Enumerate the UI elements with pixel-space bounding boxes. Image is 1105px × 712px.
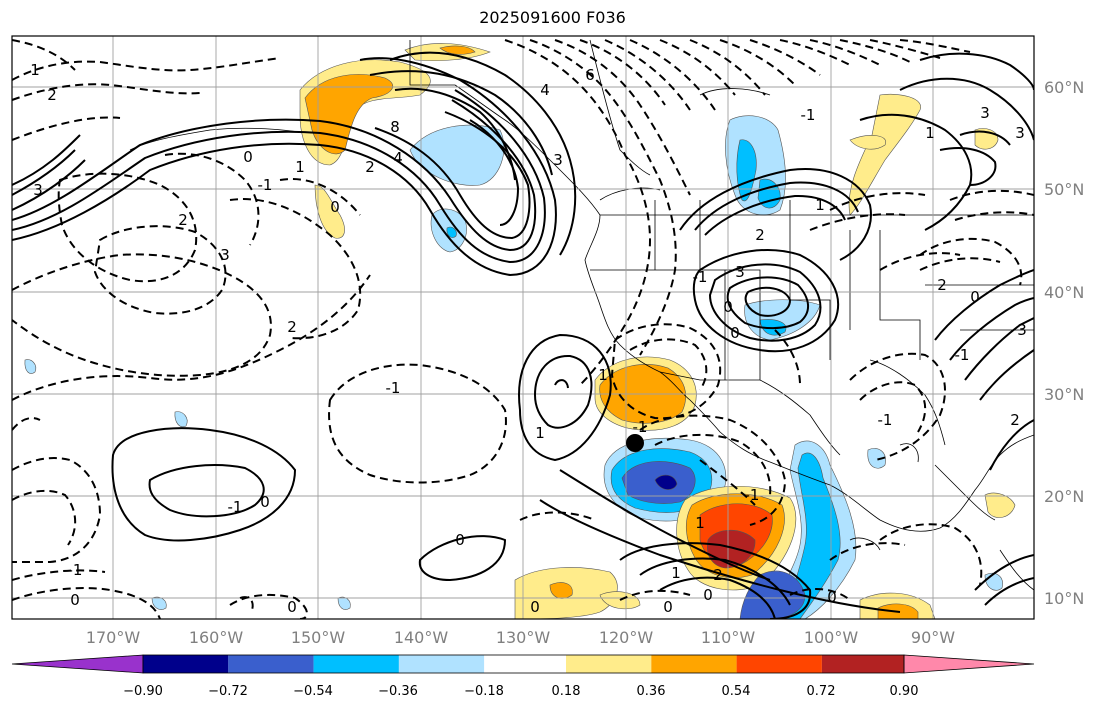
colorbar-tick-label: −0.72 xyxy=(208,684,248,699)
contour-label: 6 xyxy=(585,66,595,84)
colorbar-tick-label: 0.18 xyxy=(552,684,581,699)
colorbar-tick-label: 0.54 xyxy=(722,684,751,699)
colorbar-segment xyxy=(821,655,904,673)
contour-label: 0 xyxy=(530,598,540,616)
contour-label: 2 xyxy=(287,318,297,336)
contour-label: 0 xyxy=(70,591,80,609)
lon-label: 120°W xyxy=(599,628,654,647)
contour-label: -1 xyxy=(693,268,708,286)
colorbar-tick-label: −0.36 xyxy=(378,684,418,699)
latitude-labels: 60°N 50°N 40°N 30°N 20°N 10°N xyxy=(1044,78,1084,608)
colorbar-segment xyxy=(228,655,314,673)
contour-label: 3 xyxy=(1017,321,1027,339)
colorbar-segment xyxy=(651,655,737,673)
contour-label: 0 xyxy=(730,324,740,342)
contour-label: -1 xyxy=(68,561,83,579)
contour-label: -1 xyxy=(955,346,970,364)
colorbar-segment xyxy=(566,655,652,673)
coastlines xyxy=(129,39,1034,591)
contour-label: 0 xyxy=(287,598,297,616)
longitude-labels: 170°W 160°W 150°W 140°W 130°W 120°W 110°… xyxy=(86,628,955,647)
lat-label: 40°N xyxy=(1044,283,1084,302)
contour-label: 1 xyxy=(30,61,40,79)
colorbar-tick-label: −0.18 xyxy=(464,684,504,699)
contour-label: 0 xyxy=(827,588,837,606)
map-frame xyxy=(11,35,1035,620)
lat-label: 20°N xyxy=(1044,487,1084,506)
colorbar-tick-label: 0.72 xyxy=(807,684,836,699)
contour-label: 8 xyxy=(390,118,400,136)
lat-label: 50°N xyxy=(1044,180,1084,199)
colorbar-segment xyxy=(143,655,229,673)
contour-label: 1 xyxy=(695,514,705,532)
contour-label: 0 xyxy=(663,598,673,616)
contour-label: 1 xyxy=(295,158,305,176)
contour-label: 4 xyxy=(540,81,550,99)
colorbar-segment xyxy=(484,655,566,673)
contour-label: 2 xyxy=(755,226,765,244)
contour-label: -1 xyxy=(878,411,893,429)
storm-position-marker xyxy=(626,434,644,452)
lon-label: 90°W xyxy=(911,628,955,647)
contour-label: 0 xyxy=(970,288,980,306)
contour-label: -1 xyxy=(228,498,243,516)
colorbar-tick-label: −0.54 xyxy=(293,684,333,699)
contour-label: -1 xyxy=(745,486,760,504)
lat-label: 30°N xyxy=(1044,385,1084,404)
contour-label: 3 xyxy=(220,246,230,264)
contour-label: 1 xyxy=(535,424,545,442)
contour-label: 1 xyxy=(815,196,825,214)
colorbar-extend-low xyxy=(11,654,144,674)
contour-label: 3 xyxy=(980,104,990,122)
lat-label: 10°N xyxy=(1044,589,1084,608)
lon-label: 150°W xyxy=(291,628,346,647)
contour-label: 3 xyxy=(553,151,563,169)
contour-label: 0 xyxy=(723,298,733,316)
contour-label: 3 xyxy=(735,263,745,281)
lon-label: 100°W xyxy=(804,628,859,647)
contour-label: -1 xyxy=(386,379,401,397)
colorbar-segment xyxy=(313,655,399,673)
colorbar: −0.90 −0.72 −0.54 −0.36 −0.18 0.18 0.36 … xyxy=(11,654,1035,699)
colorbar-tick-label: −0.90 xyxy=(123,684,163,699)
contour-label: 1 xyxy=(598,366,608,384)
contour-label: 2 xyxy=(713,566,723,584)
contour-label: 2 xyxy=(178,211,188,229)
contour-label: 0 xyxy=(330,198,340,216)
contour-label: -1 xyxy=(633,418,648,436)
negative-contours xyxy=(12,39,1034,619)
contour-labels: 2 1 -1 0 3 2 0 -1 1 -1 0 0 -1 3 8 4 2 0 … xyxy=(30,61,1027,616)
contour-label: 2 xyxy=(937,276,947,294)
contour-label: 1 xyxy=(671,564,681,582)
lat-label: 60°N xyxy=(1044,78,1084,97)
contour-label: -1 xyxy=(801,106,816,124)
contour-label: 4 xyxy=(393,149,403,167)
contour-label: 3 xyxy=(1015,124,1025,142)
lon-label: 140°W xyxy=(394,628,449,647)
contour-label: 3 xyxy=(33,181,43,199)
contour-label: 0 xyxy=(260,493,270,511)
contour-label: 0 xyxy=(243,148,253,166)
contour-label: -1 xyxy=(258,176,273,194)
contour-label: 2 xyxy=(1010,411,1020,429)
colorbar-segment xyxy=(736,655,822,673)
colorbar-tick-label: 0.36 xyxy=(637,684,666,699)
colorbar-tick-label: 0.90 xyxy=(890,684,919,699)
lon-label: 110°W xyxy=(701,628,756,647)
contour-label: 0 xyxy=(455,531,465,549)
contour-label: 2 xyxy=(47,86,57,104)
contour-label: 0 xyxy=(703,586,713,604)
colorbar-extend-high xyxy=(903,654,1035,674)
lon-label: 130°W xyxy=(496,628,551,647)
map-area: 2 1 -1 0 3 2 0 -1 1 -1 0 0 -1 3 8 4 2 0 … xyxy=(12,36,1034,619)
map-title: 2025091600 F036 xyxy=(479,8,626,27)
lon-label: 170°W xyxy=(86,628,141,647)
colorbar-segment xyxy=(398,655,485,673)
lon-label: 160°W xyxy=(189,628,244,647)
contour-label: 1 xyxy=(925,124,935,142)
contour-label: 2 xyxy=(365,158,375,176)
positive-contours xyxy=(12,51,1034,619)
